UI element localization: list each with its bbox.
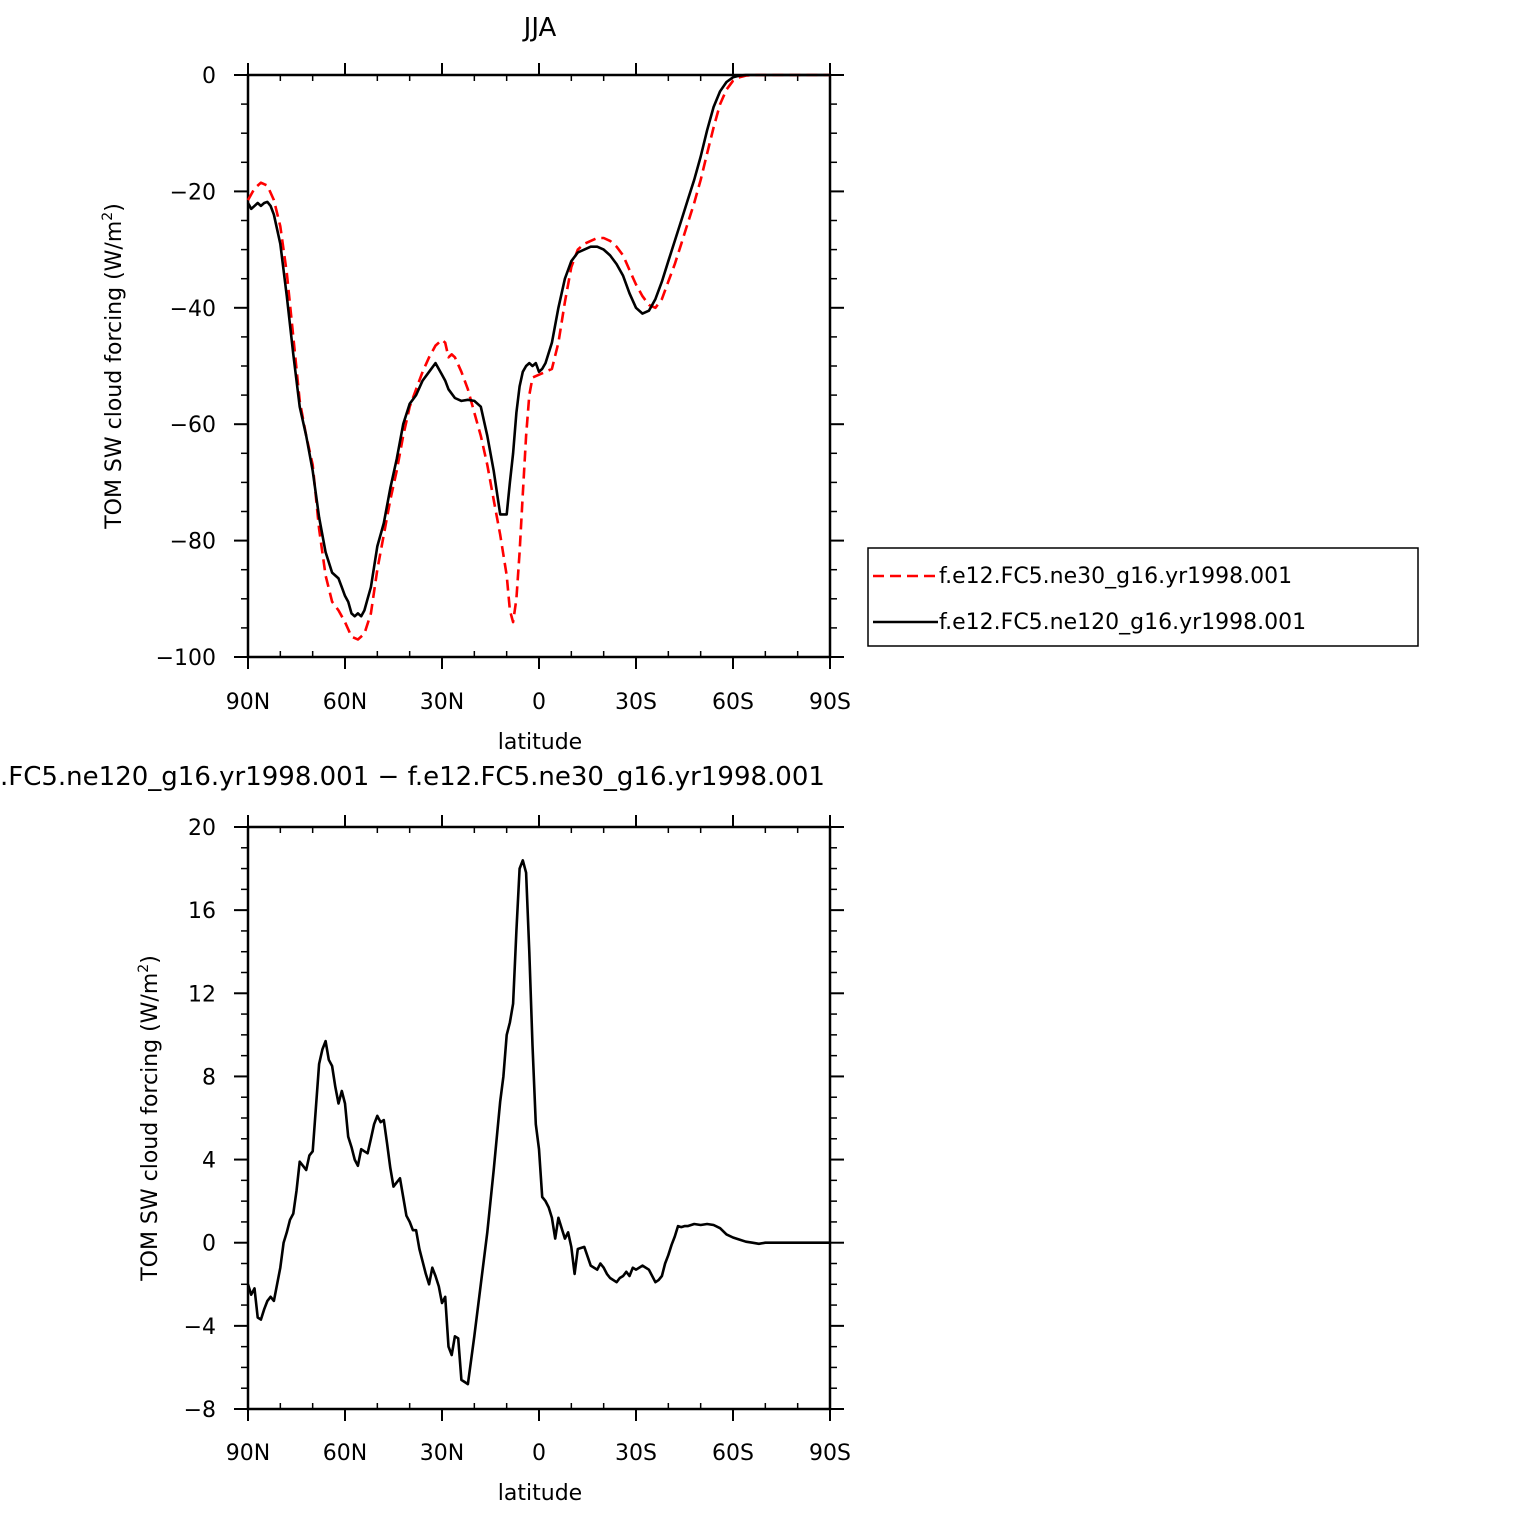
panel-2-y-axis-label-main: TOM SW cloud forcing (W/m (138, 973, 163, 1282)
y-tick-label: −4 (184, 1315, 216, 1340)
panel-1-title: JJA (522, 13, 557, 43)
y-tick-label: −80 (170, 530, 216, 555)
series-line-1 (246, 858, 830, 1386)
x-tick-label: 30N (420, 1441, 464, 1466)
series-line-1 (246, 73, 830, 641)
panel-2-x-axis-label: latitude (498, 1481, 582, 1506)
panel-1-y-axis-label-close: ) (102, 203, 127, 212)
y-tick-label: −60 (170, 413, 216, 438)
y-tick-label: 0 (202, 1232, 216, 1257)
x-tick-label: 90N (226, 1441, 270, 1466)
y-tick-label: −8 (184, 1398, 216, 1423)
panel-2: .FC5.ne120_g16.yr1998.001 − f.e12.FC5.ne… (0, 762, 851, 1506)
y-tick-label: 0 (202, 64, 216, 89)
panel-1: JJA 90N 60N 30N 0 30S 60S 90S −100 −80 −60 −40 −20 0… (100, 13, 1419, 755)
x-tick-label: 60N (323, 690, 367, 715)
panel-1-y-axis-label-main: TOM SW cloud forcing (W/m (102, 221, 127, 530)
panel-2-plot-frame (246, 825, 832, 1411)
x-tick-label: 0 (532, 690, 546, 715)
legend-label-ne30: f.e12.FC5.ne30_g16.yr1998.001 (939, 564, 1292, 589)
panel-2-y-axis-label-sup: 2 (136, 964, 152, 973)
y-tick-label: −20 (170, 180, 216, 205)
x-tick-label: 60N (323, 1441, 367, 1466)
y-tick-label: 12 (188, 982, 216, 1007)
y-tick-label: 8 (202, 1065, 216, 1090)
y-tick-label: −40 (170, 297, 216, 322)
x-tick-label: 90N (226, 690, 270, 715)
x-tick-label: 90S (809, 1441, 851, 1466)
panel-1-y-axis-label-sup: 2 (100, 212, 116, 221)
panel-1-x-axis-label: latitude (498, 730, 582, 755)
x-tick-label: 90S (809, 690, 851, 715)
panel-1-y-axis-label: TOM SW cloud forcing (W/m2) (100, 203, 127, 530)
panel-2-y-axis-label: TOM SW cloud forcing (W/m2) (136, 955, 163, 1282)
legend-label-ne120: f.e12.FC5.ne120_g16.yr1998.001 (939, 610, 1306, 635)
y-tick-label: 16 (188, 899, 216, 924)
x-tick-label: 30S (615, 690, 657, 715)
series-line-2 (246, 73, 830, 618)
x-tick-label: 60S (712, 690, 754, 715)
panel-2-y-axis-label-close: ) (138, 955, 163, 964)
y-tick-label: 20 (188, 816, 216, 841)
legend-box (867, 547, 1419, 647)
x-tick-label: 30N (420, 690, 464, 715)
panel-2-title: .FC5.ne120_g16.yr1998.001 − f.e12.FC5.ne… (0, 762, 825, 792)
panel-1-ticks: 90N 60N 30N 0 30S 60S 90S −100 −80 −60 −40 −20 0 (156, 63, 851, 715)
panel-1-series (246, 73, 830, 641)
x-tick-label: 30S (615, 1441, 657, 1466)
x-tick-label: 0 (532, 1441, 546, 1466)
y-tick-label: 4 (202, 1149, 216, 1174)
panel-2-series (246, 858, 830, 1386)
x-tick-label: 60S (712, 1441, 754, 1466)
panel-1-plot-frame (246, 73, 832, 659)
legend: f.e12.FC5.ne30_g16.yr1998.001 f.e12.FC5.… (867, 547, 1419, 647)
y-tick-label: −100 (156, 646, 216, 671)
